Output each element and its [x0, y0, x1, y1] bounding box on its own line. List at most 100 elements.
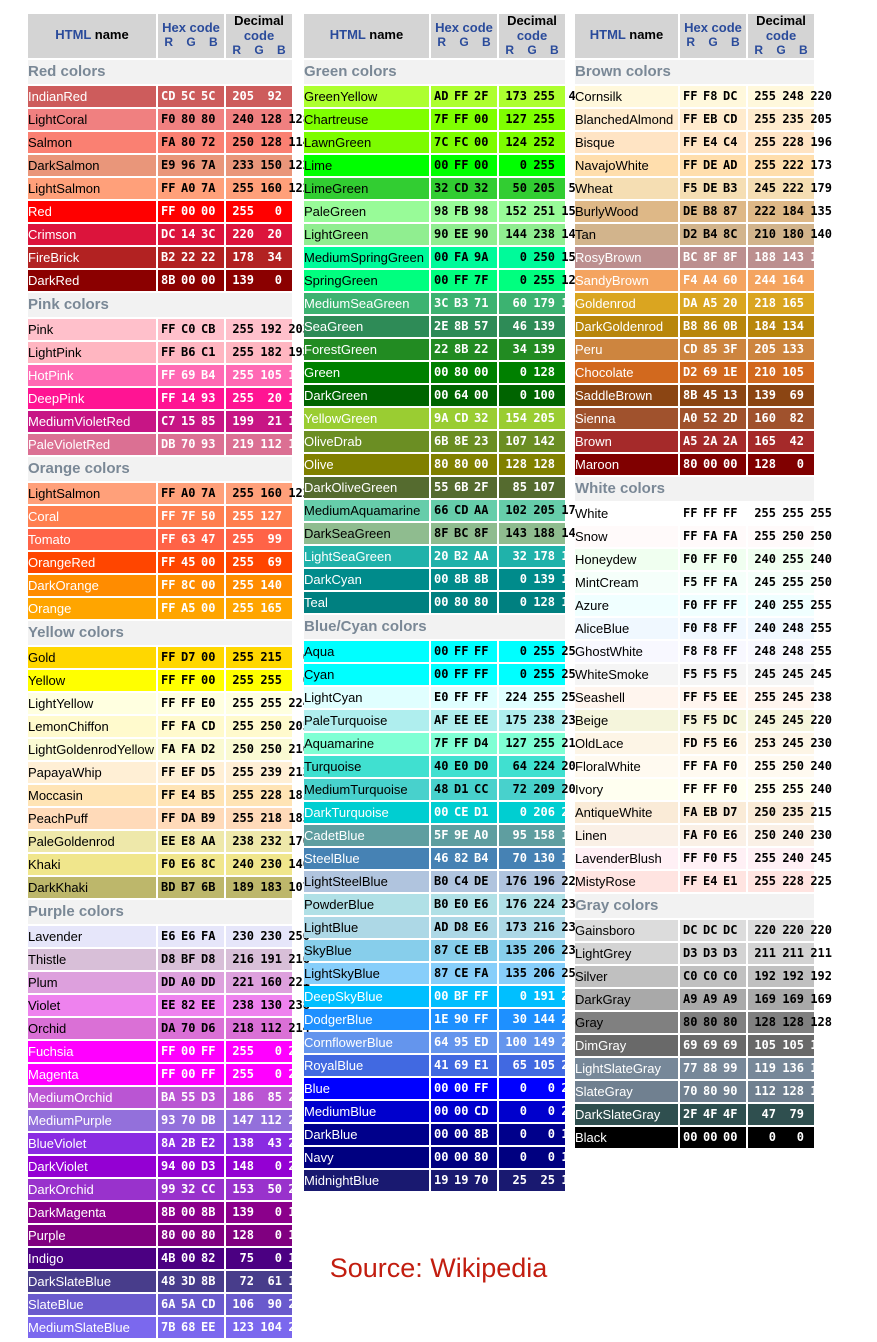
color-name-cell: YellowGreen: [304, 407, 429, 429]
decimal-component: 238: [533, 227, 555, 242]
hex-component: B2: [161, 250, 176, 265]
decimal-component: 128: [754, 457, 776, 472]
hex-component: 00: [723, 1130, 738, 1145]
hex-component: 00: [181, 1205, 196, 1220]
decimal-code-cell: 244 164 96: [748, 269, 832, 291]
decimal-code-cell: 188 143 143: [748, 246, 832, 268]
hex-component: DC: [161, 227, 176, 242]
hex-component: E2: [201, 1136, 216, 1151]
hex-component: 00: [434, 1104, 449, 1119]
decimal-component: 11: [817, 319, 832, 334]
hex-component: BA: [161, 1090, 176, 1105]
color-row: MediumTurquoise 48 D1 CC 72 209 204: [304, 778, 583, 800]
color-row: Chartreuse7FFF001272550: [304, 108, 583, 130]
hex-code-cell: E9 96 7A: [158, 154, 224, 176]
hex-code-cell: FF A0 7A: [158, 177, 224, 199]
color-name-cell: DarkMagenta: [28, 1201, 156, 1223]
decimal-component: 34: [512, 342, 527, 357]
color-name-cell: LightGreen: [304, 223, 429, 245]
hex-component: 82: [181, 998, 196, 1013]
hex-component: E9: [161, 158, 176, 173]
decimal-code-cell: 255 248 220: [748, 85, 832, 107]
decimal-component: 211: [810, 946, 832, 961]
color-name-cell: Sienna: [575, 407, 678, 429]
color-name-cell: DeepPink: [28, 387, 156, 409]
hex-component: F4: [683, 273, 698, 288]
hex-component: 00: [434, 250, 449, 265]
hex-code-cell: E0 FF FF: [431, 686, 497, 708]
color-name-cell: DarkOrange: [28, 574, 156, 596]
hex-component: FF: [161, 601, 176, 616]
decimal-code-cell: 0 191 255: [499, 985, 583, 1007]
decimal-component: 0: [519, 273, 527, 288]
decimal-component: 128: [754, 1015, 776, 1030]
hex-code-cell: FD F5 E6: [680, 732, 746, 754]
hex-component: FF: [474, 1081, 489, 1096]
color-name-cell: DarkSalmon: [28, 154, 156, 176]
color-name-cell: Wheat: [575, 177, 678, 199]
decimal-component: 255: [533, 736, 555, 751]
hex-component: B8: [683, 319, 698, 334]
hex-component: 64: [454, 388, 469, 403]
header-decimal-rgb: R G B: [754, 42, 813, 57]
hex-component: E0: [434, 690, 449, 705]
hex-component: 00: [201, 578, 216, 593]
hex-component: FF: [454, 644, 469, 659]
decimal-code-cell: 255 255 240: [748, 778, 832, 800]
decimal-code-cell: 65 105 225: [499, 1054, 583, 1076]
hex-component: FA: [723, 575, 738, 590]
color-name-cell: WhiteSmoke: [575, 663, 678, 685]
hex-component: 80: [683, 1015, 698, 1030]
decimal-component: 128: [533, 595, 555, 610]
color-row: LightSkyBlue 87 CE FA 135 206 250: [304, 962, 583, 984]
decimal-code-cell: 0 128 128: [499, 591, 583, 613]
decimal-component: 139: [533, 572, 555, 587]
hex-component: F0: [683, 621, 698, 636]
decimal-component: 240: [810, 782, 832, 797]
decimal-code-cell: 1272550: [499, 108, 583, 130]
hex-component: 69: [181, 368, 196, 383]
decimal-component: 188: [533, 526, 555, 541]
decimal-component: 0: [274, 204, 282, 219]
hex-code-cell: F5 FF FA: [680, 571, 746, 593]
color-row: SteelBlue 46 82 B4 70 130 180: [304, 847, 583, 869]
hex-component: 8C: [723, 227, 738, 242]
hex-component: 8C: [181, 578, 196, 593]
section-title: Green colors: [304, 59, 565, 84]
hex-component: 70: [474, 1173, 489, 1188]
section-header-row: Yellow colors: [28, 620, 292, 645]
hex-component: FF: [723, 506, 738, 521]
hex-code-cell: DC DC DC: [680, 919, 746, 941]
hex-component: 00: [181, 1159, 196, 1174]
hex-component: 8E: [454, 434, 469, 449]
color-row: LightCyan E0 FF FF 224 255 255: [304, 686, 583, 708]
hex-component: F0: [683, 552, 698, 567]
decimal-code-cell: 255 228 225: [748, 870, 832, 892]
decimal-component: 0: [274, 1067, 282, 1082]
color-row: Linen FA F0 E6 250 240 230: [575, 824, 832, 846]
hex-component: EE: [161, 834, 176, 849]
color-name-cell: DarkRed: [28, 269, 156, 291]
color-row: PaleVioletRed DB 70 93 219 112 147: [28, 433, 310, 455]
decimal-component: 248: [782, 644, 804, 659]
hex-component: 99: [723, 1061, 738, 1076]
color-name-cell: MediumBlue: [304, 1100, 429, 1122]
decimal-component: 255: [232, 322, 254, 337]
decimal-code-cell: 0 0 128: [499, 1146, 583, 1168]
hex-component: 20: [434, 549, 449, 564]
decimal-component: 112: [260, 1021, 282, 1036]
color-row: SandyBrown F4 A4 60 244 164 96: [575, 269, 832, 291]
color-row: DarkGreen00640001000: [304, 384, 583, 406]
color-name-cell: PeachPuff: [28, 807, 156, 829]
color-name-cell: MediumSeaGreen: [304, 292, 429, 314]
decimal-component: 244: [754, 273, 776, 288]
decimal-code-cell: 138 43 226: [226, 1132, 310, 1154]
decimal-component: 21: [267, 414, 282, 429]
decimal-code-cell: 255 99 71: [226, 528, 310, 550]
hex-code-cell: CD 85 3F: [680, 338, 746, 360]
decimal-code-cell: 255 240 245: [748, 847, 832, 869]
decimal-component: 228: [782, 135, 804, 150]
hex-component: 88: [703, 1061, 718, 1076]
hex-code-cell: 8B 00 00: [158, 269, 224, 291]
decimal-component: 220: [810, 89, 832, 104]
